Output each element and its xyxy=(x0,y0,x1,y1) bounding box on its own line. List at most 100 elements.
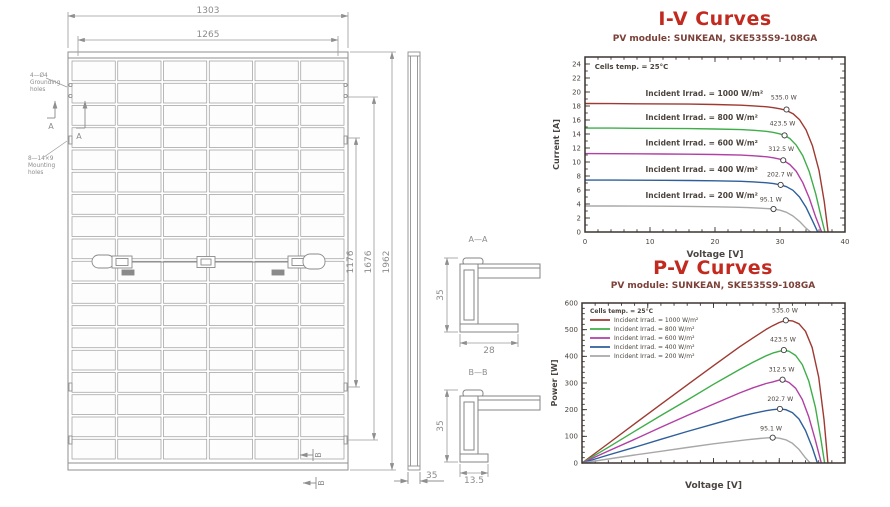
solar-cell xyxy=(117,194,162,215)
solar-cell xyxy=(208,349,253,371)
solar-cell xyxy=(300,171,345,193)
svg-text:10: 10 xyxy=(646,238,655,246)
dim-height-inner: 1176 xyxy=(346,250,356,273)
dim-width-inner: 1265 xyxy=(197,30,220,40)
solar-cell xyxy=(208,260,253,282)
annotations: Cells temp. = 25°C Incident Irrad. = 1000… xyxy=(595,63,797,204)
svg-text:Incident Irrad. = 1000 W/m²: Incident Irrad. = 1000 W/m² xyxy=(645,89,763,98)
solar-cell xyxy=(300,82,345,104)
pv-series-400-wm2 xyxy=(581,408,819,464)
svg-text:Incident Irrad. = 200 W/m²: Incident Irrad. = 200 W/m² xyxy=(645,191,758,200)
iv-series-800-wm2 xyxy=(585,127,826,233)
mounting-slot xyxy=(343,135,348,145)
solar-cell xyxy=(208,305,253,326)
annotations: 535.0 W 423.5 W 312.5 W 202.7 W 95.1 W xyxy=(760,307,798,432)
svg-text:535.0 W: 535.0 W xyxy=(771,95,797,102)
svg-text:423.5 W: 423.5 W xyxy=(770,337,796,344)
pv-series-800-wm2 xyxy=(581,349,826,464)
iv-series-400-wm2 xyxy=(585,179,819,233)
panel-outline xyxy=(67,51,349,471)
iv-series-200-wm2 xyxy=(585,205,812,233)
solar-cell xyxy=(117,394,162,415)
solar-cell xyxy=(71,327,116,349)
solar-cell xyxy=(71,394,116,415)
cable-loop-left xyxy=(91,254,115,269)
solar-cell xyxy=(300,105,345,126)
solar-cell xyxy=(163,416,208,438)
mpp-marker xyxy=(776,405,783,412)
svg-text:14: 14 xyxy=(572,130,581,138)
svg-text:300: 300 xyxy=(565,379,578,387)
svg-text:202.7 W: 202.7 W xyxy=(767,171,793,178)
solar-cell xyxy=(117,105,162,126)
mpp-marker xyxy=(780,347,787,354)
pv-chart-subtitle: PV module: SUNKEAN, SKE535S9-108GA xyxy=(610,281,816,291)
pv-curves-plot: 0 100 200 300 400 500 600 535.0 W 423.5 W 312.5 W… xyxy=(550,299,846,491)
dim-height-mount: 1676 xyxy=(364,250,374,273)
solar-cell xyxy=(208,82,253,104)
solar-cell xyxy=(208,238,253,260)
solar-cell xyxy=(254,127,299,148)
solar-cell xyxy=(208,171,253,193)
solar-cell xyxy=(71,349,116,371)
svg-text:B: B xyxy=(317,480,326,486)
svg-text:Incident Irrad. = 400 W/m²: Incident Irrad. = 400 W/m² xyxy=(614,344,695,351)
solar-cell xyxy=(163,394,208,415)
solar-cell xyxy=(117,349,162,371)
svg-text:95.1 W: 95.1 W xyxy=(760,425,782,432)
cable-loop-right xyxy=(302,253,326,270)
svg-text:Incident Irrad. = 800 W/m²: Incident Irrad. = 800 W/m² xyxy=(645,113,758,122)
solar-cell xyxy=(254,149,299,171)
connector-left xyxy=(121,269,135,276)
solar-cell xyxy=(117,127,162,148)
solar-cell xyxy=(208,283,253,304)
mpp-marker xyxy=(782,317,789,324)
grounding-hole xyxy=(343,83,348,88)
solar-cell xyxy=(163,82,208,104)
svg-text:40: 40 xyxy=(841,238,850,246)
svg-text:0: 0 xyxy=(583,238,587,246)
solar-cell xyxy=(163,327,208,349)
iv-chart-title: I-V Curves xyxy=(658,8,772,30)
panel-technical-drawing: 1303 1265 1176 1676 1962 4—Ø4 Grounding … xyxy=(28,6,541,489)
section-b-letters: B B xyxy=(314,452,326,486)
dim-aa xyxy=(444,257,519,347)
svg-text:312.5 W: 312.5 W xyxy=(769,367,795,374)
section-b-marks xyxy=(299,449,317,489)
x-axis-label: Voltage [V] xyxy=(687,250,744,259)
solar-cell xyxy=(208,60,253,82)
dim-width-outer: 1303 xyxy=(197,6,220,16)
svg-text:18: 18 xyxy=(572,102,581,110)
solar-cell xyxy=(254,238,299,260)
solar-cell xyxy=(300,372,345,393)
solar-cell xyxy=(117,327,162,349)
solar-cell xyxy=(163,238,208,260)
solar-cell xyxy=(71,283,116,304)
dim-bb xyxy=(444,389,489,477)
frame-profile-aa xyxy=(459,257,541,333)
solar-cell xyxy=(254,105,299,126)
dim-height-total: 1962 xyxy=(382,251,392,274)
svg-text:312.5 W: 312.5 W xyxy=(768,146,794,153)
solar-cell xyxy=(208,105,253,126)
cell-grid xyxy=(71,60,345,460)
solar-cell xyxy=(254,327,299,349)
svg-text:2: 2 xyxy=(577,214,581,222)
solar-cell xyxy=(254,171,299,193)
svg-text:423.5 W: 423.5 W xyxy=(770,121,796,128)
solar-cell xyxy=(117,149,162,171)
connector-right xyxy=(271,269,285,276)
iv-series-1000-wm2 xyxy=(584,102,829,233)
solar-cell xyxy=(163,149,208,171)
svg-text:Mounting: Mounting xyxy=(28,163,55,169)
solar-cell xyxy=(254,372,299,393)
solar-cell xyxy=(117,283,162,304)
solar-cell xyxy=(300,60,345,82)
solar-cell xyxy=(117,60,162,82)
solar-cell xyxy=(208,127,253,148)
solar-cell xyxy=(163,283,208,304)
solar-cell xyxy=(208,372,253,393)
solar-cell xyxy=(163,171,208,193)
pv-series-200-wm2 xyxy=(581,436,811,464)
